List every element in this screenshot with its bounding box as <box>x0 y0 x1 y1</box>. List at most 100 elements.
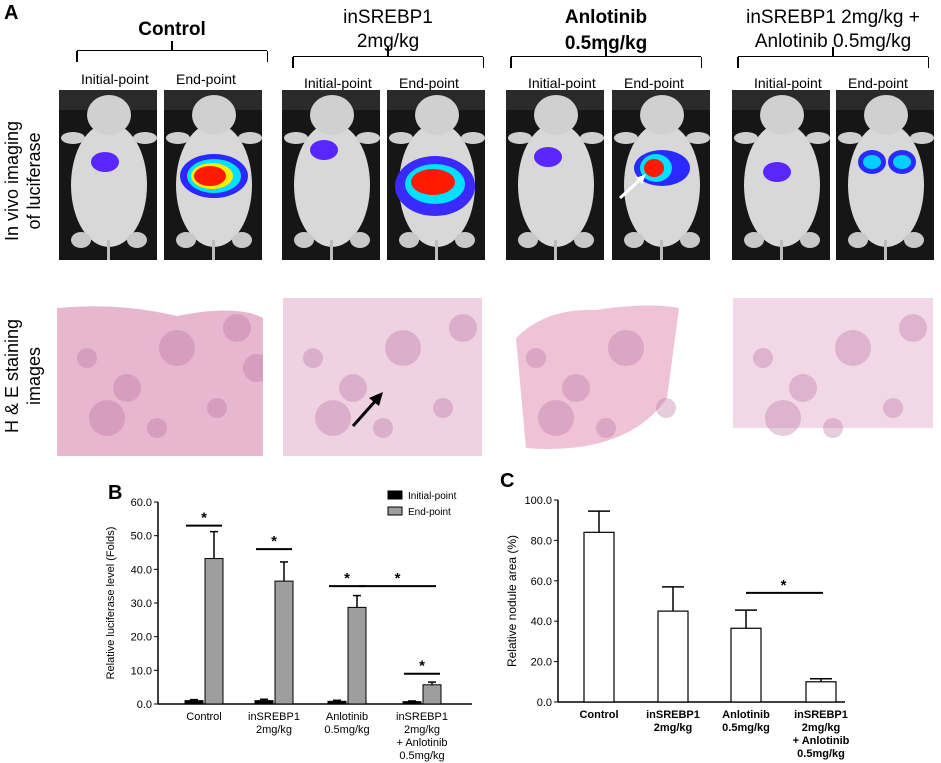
x-tick-label: inSREBP1 <box>646 709 700 721</box>
he-staining-image <box>283 298 482 456</box>
bracket-tick <box>927 57 929 68</box>
panel-a-label: A <box>4 2 19 24</box>
x-tick-label: 2mg/kg <box>654 722 693 734</box>
y-tick-label: 30.0 <box>131 598 152 610</box>
y-tick-label: 60.0 <box>531 576 552 588</box>
initial-mouse-image <box>506 90 604 260</box>
x-tick-label: Control <box>186 711 221 723</box>
row-label-line: of luciferase <box>24 132 44 230</box>
y-tick-label: 40.0 <box>531 616 552 628</box>
x-tick-label: Anlotinib <box>326 711 368 723</box>
bar <box>805 681 837 703</box>
bracket-stem <box>387 47 389 57</box>
end-point-label: End-point <box>848 75 908 91</box>
x-tick-label: + Anlotinib <box>396 737 447 749</box>
bracket-tick <box>76 51 78 62</box>
significance-star: * <box>201 510 207 527</box>
group-title: Anlotinib <box>564 7 648 28</box>
chart-b: 0.0 10.0 20.0 30.0 40.0 50.0 60.0 Relative luci… <box>105 490 472 762</box>
bar <box>254 700 274 705</box>
he-staining-image <box>733 298 933 456</box>
bracket-tick <box>292 57 294 68</box>
y-tick-label: 10.0 <box>131 665 152 677</box>
initial-point-label: Initial-point <box>754 75 822 91</box>
y-tick-label: 40.0 <box>131 564 152 576</box>
panel-b-label: B <box>108 482 123 504</box>
bracket-tick <box>482 57 484 68</box>
end-point-label: End-point <box>176 71 236 87</box>
row-label-he: H & E staining images <box>1 301 45 451</box>
end-mouse-image <box>836 90 934 260</box>
x-tick-label: 0.5mg/kg <box>797 748 845 760</box>
x-tick-label: inSREBP1 <box>396 711 448 723</box>
legend-label: Initial-point <box>408 491 457 502</box>
group-title: Anlotinib 0.5mg/kg <box>754 31 912 52</box>
y-tick-label: 80.0 <box>531 535 552 547</box>
significance-star: * <box>781 577 787 594</box>
significance-star: * <box>271 533 277 550</box>
end-point-label: End-point <box>624 75 684 91</box>
end-point-label: End-point <box>399 75 459 91</box>
bar <box>327 700 347 705</box>
initial-mouse-image <box>732 90 830 260</box>
y-axis-title: Relative luciferase level (Folds) <box>105 527 117 680</box>
group-title: inSREBP1 <box>343 7 433 28</box>
group-title: Control <box>138 19 206 40</box>
bar <box>402 701 422 705</box>
bracket-tick <box>510 57 512 68</box>
chart-c: 0.0 20.0 40.0 60.0 80.0 100.0 Relative nodule … <box>505 495 850 760</box>
x-tick-label: Control <box>579 709 618 721</box>
bar <box>730 627 762 703</box>
row-label-line: H & E staining <box>2 318 22 434</box>
initial-point-label: Initial-point <box>81 71 149 87</box>
bracket-stem <box>832 47 834 57</box>
significance-star: * <box>419 658 425 675</box>
end-mouse-image <box>387 90 485 260</box>
group-bracket <box>737 47 929 69</box>
y-tick-label: 50.0 <box>131 531 152 543</box>
row-label-line: images <box>24 346 44 406</box>
bracket-tick <box>266 51 268 62</box>
x-tick-label: 0.5mg/kg <box>722 722 770 734</box>
bracket-stem <box>171 41 173 51</box>
x-tick-label: 2mg/kg <box>802 722 841 734</box>
y-tick-label: 20.0 <box>131 632 152 644</box>
group-bracket <box>76 41 268 63</box>
bar <box>422 684 442 705</box>
y-tick-label: 20.0 <box>531 657 552 669</box>
x-tick-label: inSREBP1 <box>794 709 848 721</box>
bracket-tick <box>700 57 702 68</box>
x-tick-label: 0.5mg/kg <box>399 750 444 762</box>
group-title: 2mg/kg <box>356 31 420 52</box>
group-bracket <box>510 47 702 69</box>
end-mouse-image <box>612 90 710 260</box>
y-tick-label: 100.0 <box>524 495 552 507</box>
y-tick-label: 0.0 <box>537 697 552 709</box>
x-tick-label: Anlotinib <box>722 709 770 721</box>
row-label-luciferase: In vivo imaging of luciferase <box>1 106 45 256</box>
legend-swatch <box>387 506 403 516</box>
bar <box>274 580 294 705</box>
he-staining-image <box>57 298 263 456</box>
x-tick-label: 2mg/kg <box>404 724 440 736</box>
bracket-tick <box>737 57 739 68</box>
row-label-line: In vivo imaging <box>2 120 22 242</box>
initial-point-label: Initial-point <box>528 75 596 91</box>
x-tick-label: 0.5mg/kg <box>324 724 369 736</box>
y-axis-title: Relative nodule area (%) <box>505 535 519 667</box>
bracket-stem <box>605 47 607 57</box>
bar <box>657 610 689 703</box>
x-tick-label: + Anlotinib <box>793 735 850 747</box>
end-mouse-image <box>164 90 262 260</box>
significance-star: * <box>344 570 350 587</box>
initial-point-label: Initial-point <box>304 75 372 91</box>
y-tick-label: 60.0 <box>131 497 152 509</box>
group-title: inSREBP1 2mg/kg + <box>746 7 920 28</box>
legend-label: End-point <box>408 507 451 518</box>
bar <box>583 531 615 703</box>
y-tick-label: 0.0 <box>137 699 152 711</box>
legend-swatch <box>387 490 403 500</box>
bar <box>184 700 204 705</box>
he-staining-image <box>506 298 687 456</box>
group-title: 0.5mg/kg <box>564 33 648 54</box>
